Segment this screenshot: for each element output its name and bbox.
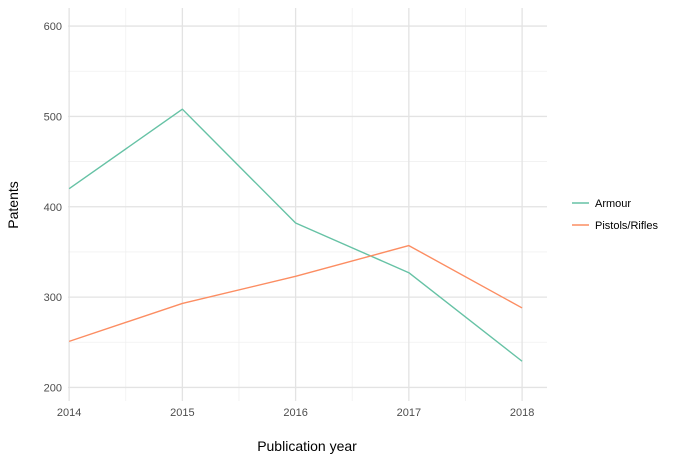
y-tick-label: 300 (44, 292, 62, 304)
legend-label-pistols-rifles: Pistols/Rifles (595, 220, 658, 232)
y-tick-label: 500 (44, 111, 62, 123)
x-axis-title: Publication year (257, 438, 357, 454)
x-tick-label: 2017 (397, 407, 421, 419)
y-tick-label: 600 (44, 21, 62, 33)
x-tick-label: 2014 (57, 407, 81, 419)
y-tick-label: 400 (44, 202, 62, 214)
y-axis-title: Patents (5, 181, 21, 228)
x-tick-label: 2016 (283, 407, 307, 419)
x-tick-label: 2018 (510, 407, 534, 419)
legend-label-armour: Armour (595, 198, 631, 210)
x-tick-label: 2015 (170, 407, 194, 419)
y-tick-label: 200 (44, 382, 62, 394)
grid-layer (68, 8, 547, 401)
legend: Armour Pistols/Rifles (572, 198, 658, 232)
tick-layer: 2014 2015 2016 2017 2018 200 300 400 500 600 (44, 21, 535, 419)
